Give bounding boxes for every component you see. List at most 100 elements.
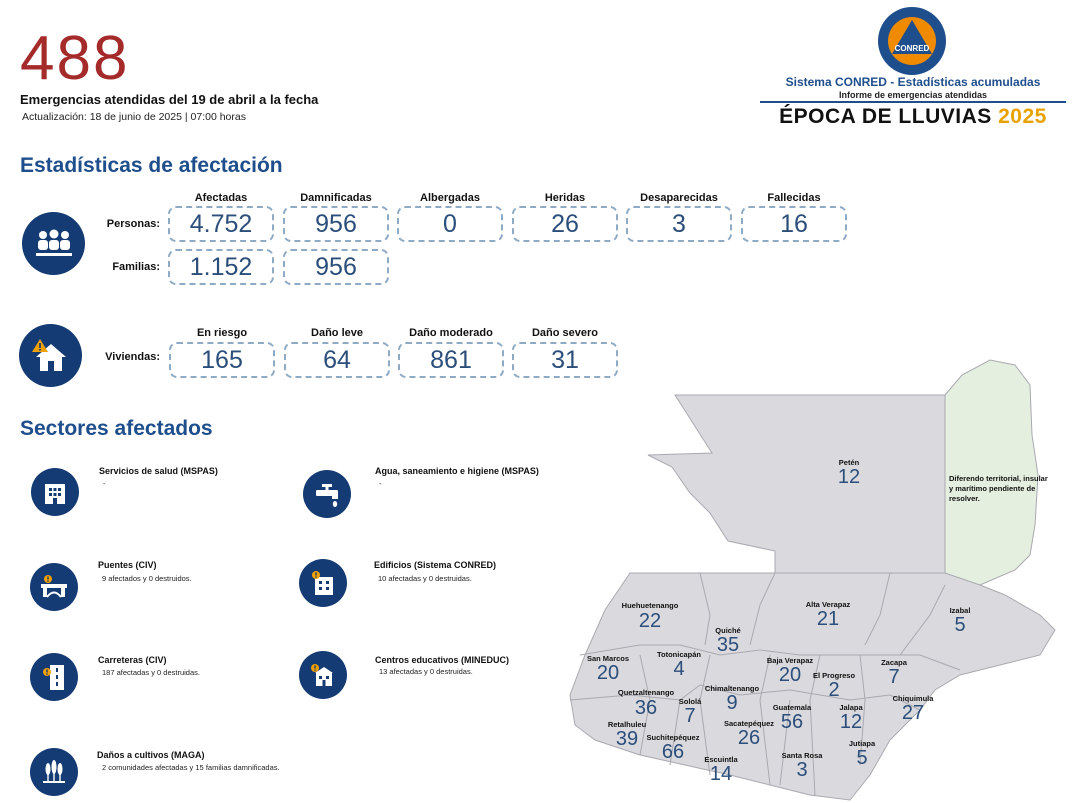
dept-value: 35 (716, 634, 740, 656)
personas-desaparecidas-value: 3 (626, 206, 732, 242)
dept-name: Chiquimula (892, 694, 934, 703)
sector-name: Agua, saneamiento e higiene (MSPAS) (375, 466, 539, 476)
header-dano-moderado: Daño moderado (409, 327, 493, 339)
system-subtitle: Informe de emergencias atendidas (838, 90, 988, 100)
affect-section-title: Estadísticas de afectación (20, 154, 283, 177)
dept-value: 3 (796, 759, 808, 781)
sector-detail: - (103, 479, 106, 488)
map-region-peten (647, 394, 946, 574)
dispute-note: Diferendo territorial, insular y marítim… (949, 474, 1048, 503)
dept-value: 26 (737, 727, 761, 749)
sector-name: Centros educativos (MINEDUC) (375, 655, 510, 665)
dept-value: 20 (778, 664, 802, 686)
dept-name: Sacatepéquez (723, 719, 775, 728)
header-damnificadas: Damnificadas (300, 192, 372, 204)
sector-name: Servicios de salud (MSPAS) (99, 466, 218, 476)
sector-name: Daños a cultivos (MAGA) (97, 750, 205, 760)
hospital-icon (31, 468, 79, 516)
dept-value: 36 (634, 697, 658, 719)
dept-value: 5 (856, 747, 868, 769)
dept-name: Zacapa (881, 658, 907, 667)
bridge-icon (30, 563, 78, 611)
logo-text: CONRED (895, 44, 930, 53)
building-icon (299, 559, 347, 607)
guatemala-map (569, 359, 1056, 801)
dept-name: Huehuetenango (621, 601, 679, 610)
familias-label: Familias: (112, 261, 160, 273)
header-afectadas: Afectadas (194, 192, 248, 204)
dept-name: Baja Verapaz (766, 656, 814, 665)
dept-name: Quetzaltenango (617, 688, 675, 697)
dept-value: 66 (661, 741, 685, 763)
season-name: ÉPOCA DE LLUVIAS (779, 105, 992, 128)
sector-detail: 13 afectadas y 0 destruidas. (379, 667, 473, 676)
viviendas-dano-severo-value: 31 (512, 342, 618, 378)
season-title: ÉPOCA DE LLUVIAS 2025 (760, 105, 1066, 129)
dept-value: 7 (888, 666, 900, 688)
dept-value: 9 (726, 692, 738, 714)
dept-name: Suchitepéquez (646, 733, 700, 742)
dept-name: Escuintla (704, 755, 738, 764)
house-warning-icon (19, 324, 82, 387)
dept-value: 5 (954, 614, 966, 636)
header-fallecidas: Fallecidas (767, 192, 821, 204)
dept-value: 56 (780, 711, 804, 733)
dept-value: 2 (828, 679, 840, 701)
viviendas-dano-moderado-value: 861 (398, 342, 504, 378)
viviendas-en-riesgo-value: 165 (169, 342, 275, 378)
dept-value: 12 (837, 466, 861, 488)
dept-name: Quiché (715, 626, 741, 635)
dept-value: 21 (816, 608, 840, 630)
dept-value: 22 (638, 610, 662, 632)
sector-detail: 187 afectadas y 0 destruidas. (102, 668, 200, 677)
dept-name: Retalhuleu (607, 720, 647, 729)
dept-name: El Progreso (812, 671, 856, 680)
dept-value: 39 (615, 728, 639, 750)
dept-name: Santa Rosa (781, 751, 823, 760)
familias-damnificadas-value: 956 (283, 249, 389, 285)
dept-name: Jutiapa (848, 739, 876, 748)
sector-detail: 10 afectadas y 0 destruidas. (378, 574, 472, 583)
personas-heridas-value: 26 (512, 206, 618, 242)
dept-value: 27 (901, 702, 925, 724)
crops-icon (30, 748, 78, 796)
dept-value: 12 (839, 711, 863, 733)
emergencies-subtitle: Emergencias atendidas del 19 de abril a … (20, 92, 319, 107)
people-icon (22, 212, 85, 275)
dept-name: Alta Verapaz (805, 600, 851, 609)
header-dano-leve: Daño leve (311, 327, 363, 339)
dept-name: Izabal (949, 606, 971, 615)
personas-fallecidas-value: 16 (741, 206, 847, 242)
conred-logo: CONRED (876, 5, 948, 77)
header-dano-severo: Daño severo (531, 327, 599, 339)
season-year: 2025 (998, 105, 1047, 128)
personas-label: Personas: (106, 218, 160, 230)
dept-name: Totonicapán (656, 650, 702, 659)
dept-name: Jalapa (839, 703, 863, 712)
header-en-riesgo: En riesgo (196, 327, 248, 339)
water-tap-icon (303, 470, 351, 518)
total-emergencies: 488 (20, 24, 130, 93)
dept-name: Chimaltenango (704, 684, 760, 693)
road-icon (30, 653, 78, 701)
sector-name: Puentes (CIV) (98, 560, 157, 570)
dept-name: Sololá (678, 697, 702, 706)
school-icon (299, 651, 347, 699)
system-title: Sistema CONRED - Estadísticas acumuladas (785, 75, 1041, 89)
dept-value: 20 (596, 662, 620, 684)
personas-afectadas-value: 4.752 (168, 206, 274, 242)
sector-detail: 9 afectados y 0 destruidos. (102, 574, 192, 583)
dept-value: 7 (684, 705, 696, 727)
dept-name: Petén (838, 458, 860, 467)
header-heridas: Heridas (544, 192, 586, 204)
sector-name: Carreteras (CIV) (98, 655, 167, 665)
sectors-section-title: Sectores afectados (20, 417, 213, 440)
personas-albergadas-value: 0 (397, 206, 503, 242)
personas-damnificadas-value: 956 (283, 206, 389, 242)
dept-value: 14 (709, 763, 733, 785)
sector-detail: 2 comunidades afectadas y 15 familias da… (102, 763, 280, 772)
viviendas-label: Viviendas: (105, 351, 160, 363)
viviendas-dano-leve-value: 64 (284, 342, 390, 378)
header-albergadas: Albergadas (420, 192, 480, 204)
familias-afectadas-value: 1.152 (168, 249, 274, 285)
